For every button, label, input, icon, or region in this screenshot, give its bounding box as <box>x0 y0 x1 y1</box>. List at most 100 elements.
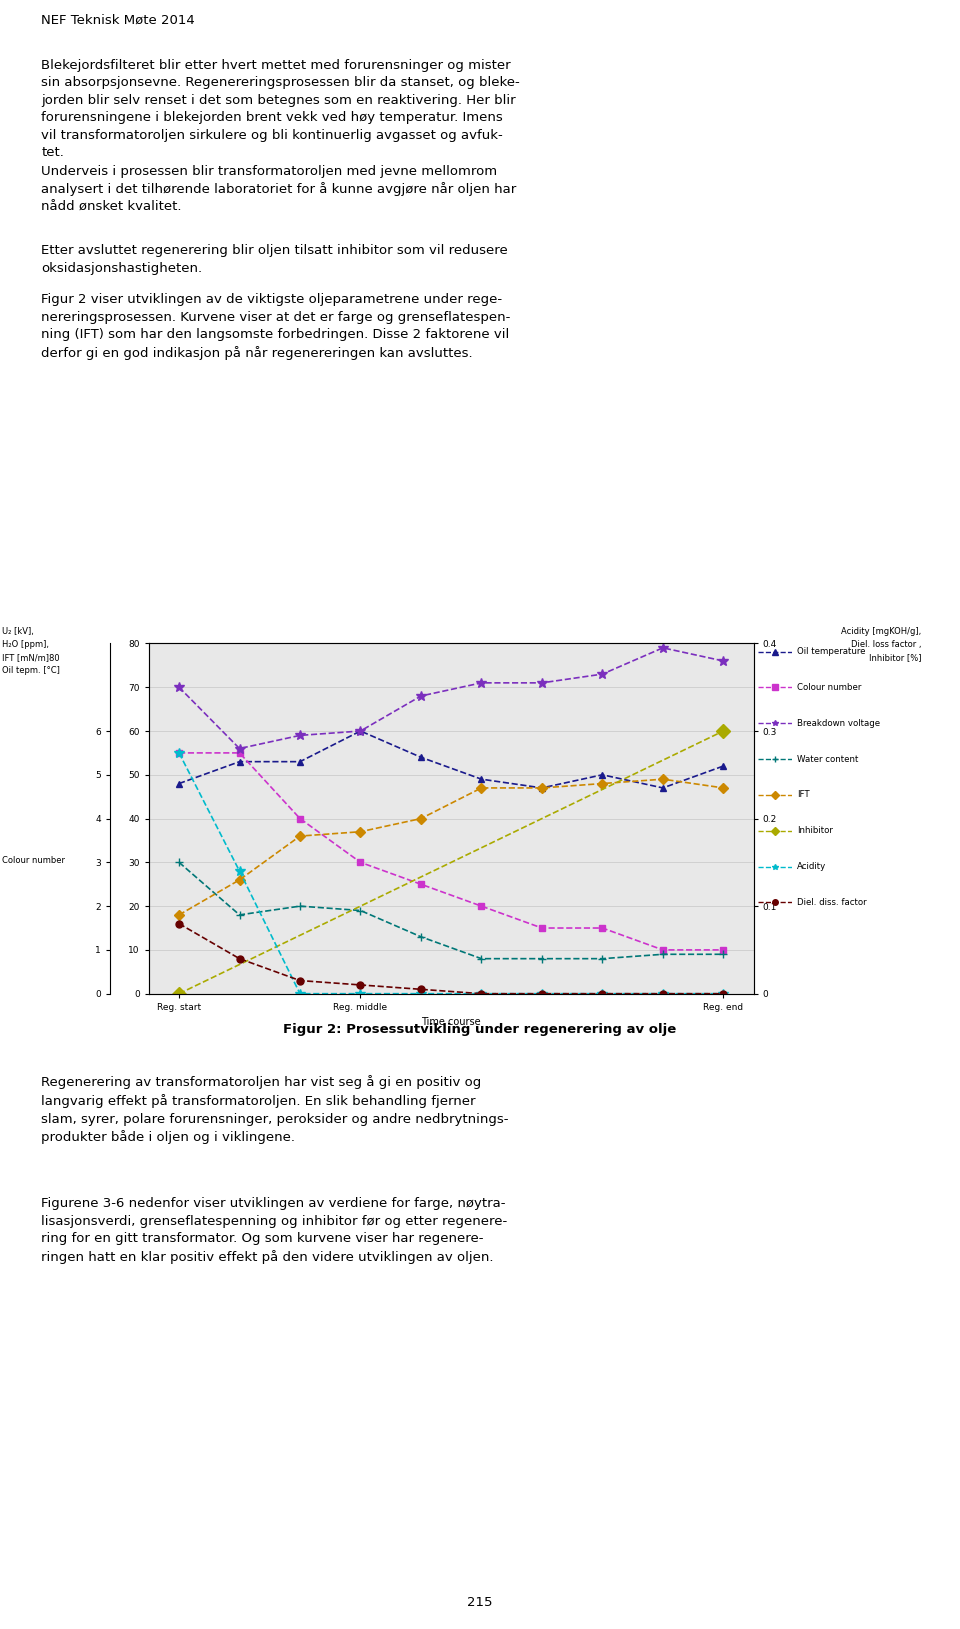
Water content <box>537 948 548 968</box>
Text: NEF Teknisk Møte 2014: NEF Teknisk Møte 2014 <box>41 13 195 26</box>
Text: Water content: Water content <box>797 754 858 764</box>
Colour number <box>717 940 729 959</box>
Acidity <box>596 984 609 1003</box>
Diel. diss. factor <box>234 948 246 968</box>
Water content <box>657 945 668 964</box>
Acidity <box>416 984 427 1003</box>
Breakdown voltage <box>596 665 609 684</box>
Text: Figur 2 viser utviklingen av de viktigste oljeparametrene under rege-
nereringsp: Figur 2 viser utviklingen av de viktigst… <box>41 293 511 360</box>
Line: IFT: IFT <box>176 775 727 919</box>
Colour number <box>416 875 427 894</box>
Oil temperature <box>294 753 305 772</box>
Oil temperature <box>174 774 185 793</box>
Diel. diss. factor <box>657 984 668 1003</box>
Line: Acidity: Acidity <box>174 748 729 999</box>
Diel. diss. factor <box>294 971 305 990</box>
Text: IFT: IFT <box>797 790 809 800</box>
Oil temperature <box>416 748 427 767</box>
Colour number <box>657 940 668 959</box>
Text: H₂O [ppm],: H₂O [ppm], <box>2 640 49 650</box>
Text: Colour number: Colour number <box>2 857 65 865</box>
Text: IFT [mN/m]80: IFT [mN/m]80 <box>2 653 60 663</box>
Text: Inhibitor: Inhibitor <box>797 826 832 836</box>
Diel. diss. factor <box>717 984 729 1003</box>
Text: Breakdown voltage: Breakdown voltage <box>797 718 880 728</box>
Acidity <box>234 862 246 881</box>
Colour number <box>537 919 548 938</box>
Line: Diel. diss. factor: Diel. diss. factor <box>176 920 727 997</box>
Text: Oil tepm. [°C]: Oil tepm. [°C] <box>2 666 60 676</box>
IFT <box>294 826 305 845</box>
Colour number <box>475 896 487 915</box>
Breakdown voltage <box>174 678 185 697</box>
Breakdown voltage <box>234 740 246 759</box>
IFT <box>416 810 427 829</box>
Text: Acidity [mgKOH/g],: Acidity [mgKOH/g], <box>841 627 922 637</box>
Colour number <box>294 810 305 829</box>
Oil temperature <box>717 756 729 775</box>
Breakdown voltage <box>717 652 729 671</box>
IFT <box>234 870 246 889</box>
Breakdown voltage <box>657 639 668 658</box>
Text: Colour number: Colour number <box>797 683 861 692</box>
Text: Regenerering av transformatoroljen har vist seg å gi en positiv og
langvarig eff: Regenerering av transformatoroljen har v… <box>41 1075 509 1145</box>
Breakdown voltage <box>475 673 487 692</box>
Colour number <box>355 852 367 872</box>
IFT <box>657 769 668 788</box>
Acidity <box>475 984 487 1003</box>
Water content <box>596 948 609 968</box>
Water content <box>475 948 487 968</box>
Line: Water content: Water content <box>175 858 728 963</box>
Oil temperature <box>355 722 367 741</box>
X-axis label: Time course: Time course <box>421 1016 481 1028</box>
Breakdown voltage <box>537 673 548 692</box>
Text: Underveis i prosessen blir transformatoroljen med jevne mellomrom
analysert i de: Underveis i prosessen blir transformator… <box>41 165 516 213</box>
Text: Etter avsluttet regenerering blir oljen tilsatt inhibitor som vil redusere
oksid: Etter avsluttet regenerering blir oljen … <box>41 244 508 275</box>
Colour number <box>234 743 246 762</box>
Text: Figur 2: Prosessutvikling under regenerering av olje: Figur 2: Prosessutvikling under regenere… <box>283 1023 677 1036</box>
Line: Colour number: Colour number <box>176 749 727 953</box>
IFT <box>174 906 185 925</box>
Text: Inhibitor [%]: Inhibitor [%] <box>869 653 922 663</box>
Breakdown voltage <box>416 686 427 705</box>
Text: U₂ [kV],: U₂ [kV], <box>2 627 34 637</box>
Text: Diel. diss. factor: Diel. diss. factor <box>797 898 867 907</box>
Breakdown voltage <box>294 725 305 744</box>
Water content <box>416 927 427 946</box>
Line: Oil temperature: Oil temperature <box>176 728 727 792</box>
Acidity <box>294 984 305 1003</box>
Colour number <box>174 743 185 762</box>
Water content <box>717 945 729 964</box>
Oil temperature <box>657 779 668 798</box>
Oil temperature <box>537 779 548 798</box>
Acidity <box>537 984 548 1003</box>
Oil temperature <box>234 753 246 772</box>
Diel. diss. factor <box>174 914 185 933</box>
Diel. diss. factor <box>416 979 427 999</box>
IFT <box>596 774 609 793</box>
Colour number <box>596 919 609 938</box>
IFT <box>355 823 367 842</box>
Text: Acidity: Acidity <box>797 862 826 872</box>
IFT <box>537 779 548 798</box>
Text: Oil temperature: Oil temperature <box>797 647 865 656</box>
Diel. diss. factor <box>596 984 609 1003</box>
Acidity <box>174 743 185 762</box>
IFT <box>717 779 729 798</box>
Breakdown voltage <box>355 722 367 741</box>
Text: Figurene 3-6 nedenfor viser utviklingen av verdiene for farge, nøytra-
lisasjons: Figurene 3-6 nedenfor viser utviklingen … <box>41 1197 508 1264</box>
Diel. diss. factor <box>475 984 487 1003</box>
Diel. diss. factor <box>355 976 367 995</box>
Diel. diss. factor <box>537 984 548 1003</box>
Water content <box>294 896 305 915</box>
Water content <box>234 906 246 925</box>
Text: 215: 215 <box>468 1596 492 1609</box>
IFT <box>475 779 487 798</box>
Acidity <box>717 984 729 1003</box>
Water content <box>174 852 185 872</box>
Acidity <box>355 984 367 1003</box>
Text: Blekejordsfilteret blir etter hvert mettet med forurensninger og mister
sin abso: Blekejordsfilteret blir etter hvert mett… <box>41 59 520 160</box>
Oil temperature <box>475 769 487 788</box>
Acidity <box>657 984 668 1003</box>
Line: Breakdown voltage: Breakdown voltage <box>174 643 729 753</box>
